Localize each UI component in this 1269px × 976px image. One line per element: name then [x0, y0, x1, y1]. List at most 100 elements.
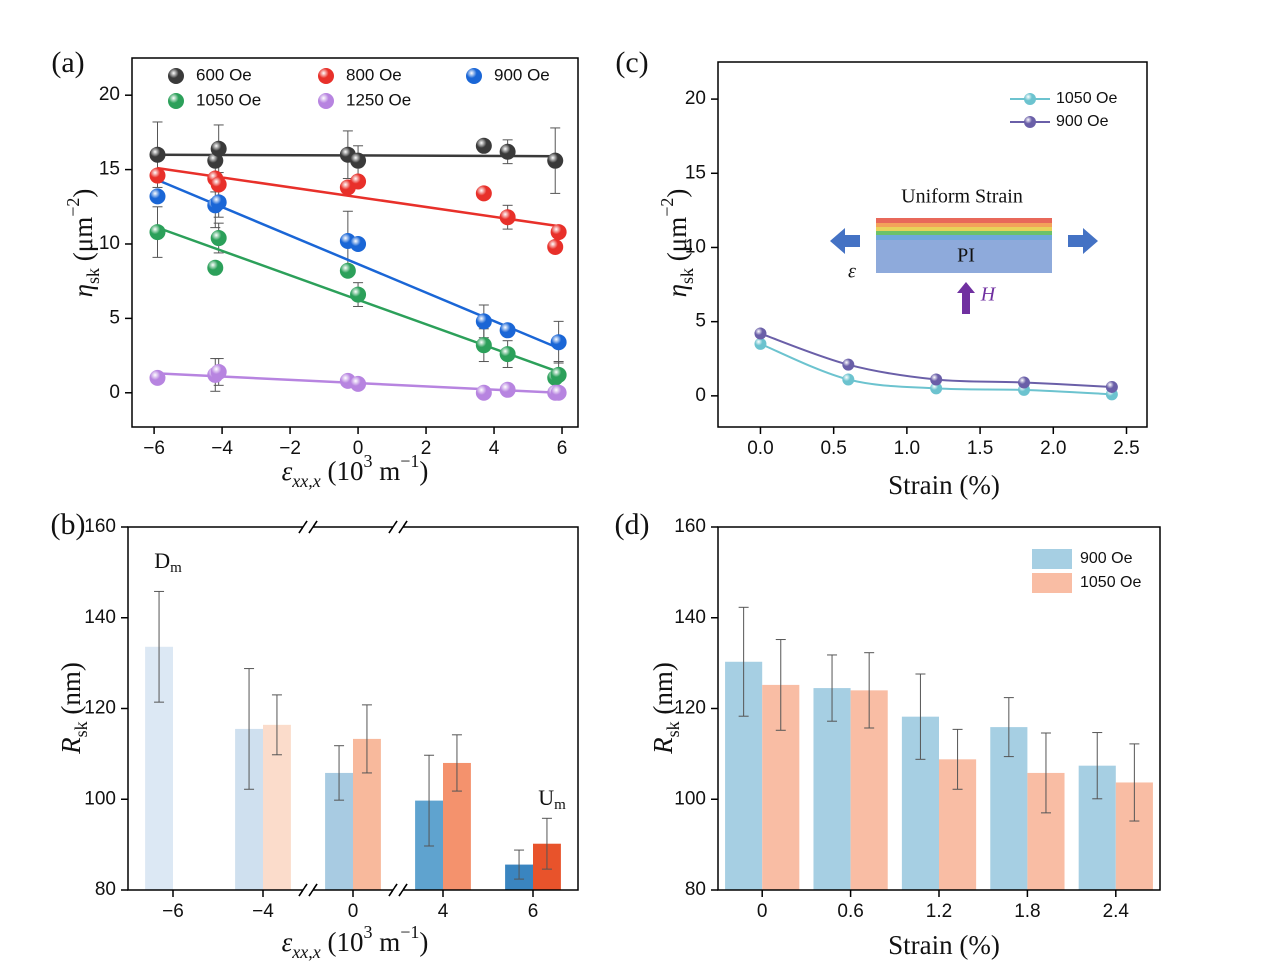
- x-tick-label: 0: [757, 901, 768, 922]
- y-tick-label: 140: [84, 607, 116, 628]
- legend-swatch: [1032, 549, 1072, 569]
- annotation-text: D: [154, 548, 170, 573]
- layer: [876, 231, 1052, 235]
- arrow-field: [957, 282, 975, 314]
- layer: [876, 235, 1052, 240]
- point: [475, 185, 492, 202]
- x-tick-label: 0: [348, 901, 359, 922]
- axis-break: [388, 883, 398, 897]
- x-tick-label: 0.0: [747, 438, 773, 459]
- y-tick-label: 15: [685, 162, 706, 183]
- strain-inset: Uniform Strain PI ε H: [830, 186, 1098, 314]
- x-tick-label: 0: [353, 438, 364, 459]
- y-tick-label: 5: [695, 311, 706, 332]
- point: [754, 337, 767, 350]
- axes-frame: [131, 57, 579, 428]
- x-tick-label: −6: [162, 901, 184, 922]
- point: [475, 337, 492, 354]
- annotation: Um: [538, 785, 566, 813]
- bar: [813, 688, 851, 890]
- point: [499, 381, 516, 398]
- label-part: (10: [321, 927, 364, 957]
- point: [547, 238, 564, 255]
- annotation-sub: m: [170, 560, 182, 576]
- legend-marker: [168, 93, 184, 109]
- layer: [876, 218, 1052, 223]
- axes-frame: [717, 526, 1161, 891]
- y-axis-label: ηsk (μm−2): [63, 189, 103, 298]
- axis-break-gap: [393, 887, 403, 893]
- y-tick-label: 10: [99, 233, 120, 254]
- point: [350, 152, 367, 169]
- legend-swatch: [1032, 573, 1072, 593]
- point: [499, 346, 516, 363]
- point: [930, 382, 943, 395]
- point: [499, 322, 516, 339]
- label-part: (μm: [662, 217, 692, 268]
- label-part: R: [648, 737, 678, 755]
- label-part: 3: [363, 451, 372, 471]
- axes-frame: [717, 61, 1148, 428]
- layer: [876, 223, 1052, 227]
- point: [350, 235, 367, 252]
- x-tick-label: 6: [528, 901, 539, 922]
- label-part: (nm): [648, 662, 678, 721]
- x-tick-label: 1.2: [926, 901, 952, 922]
- annotation-text: U: [538, 785, 554, 810]
- label-part: (10: [321, 456, 364, 486]
- x-tick-label: −2: [279, 438, 301, 459]
- arrow-left: [830, 228, 860, 254]
- legend-label: 1050 Oe: [1056, 90, 1117, 107]
- y-tick-label: 80: [685, 879, 706, 900]
- label-part: sk: [71, 721, 91, 737]
- label-part: sk: [83, 268, 103, 284]
- x-tick-label: 6: [557, 438, 568, 459]
- x-tick-label: −4: [211, 438, 233, 459]
- label-part: −1: [400, 922, 419, 942]
- label-part: ): [68, 189, 98, 198]
- y-tick-label: 80: [95, 879, 116, 900]
- point: [149, 146, 166, 163]
- y-tick-label: 100: [84, 788, 116, 809]
- y-tick-label: 0: [109, 382, 120, 403]
- legend-label: 600 Oe: [196, 65, 252, 84]
- x-axis-label: εxx,x (103 m−1): [282, 451, 429, 491]
- axis-break-gap: [393, 524, 403, 530]
- y-tick-label: 100: [674, 788, 706, 809]
- point: [475, 137, 492, 154]
- x-tick-label: 2.5: [1113, 438, 1139, 459]
- point: [930, 373, 943, 386]
- point: [210, 176, 227, 193]
- point: [1018, 376, 1031, 389]
- point: [350, 375, 367, 392]
- axis-break-gap: [303, 524, 313, 530]
- axis-break: [308, 883, 318, 897]
- y-tick-label: 20: [99, 84, 120, 105]
- point: [339, 262, 356, 279]
- y-axis-label: Rsk (nm): [648, 662, 683, 755]
- y-axis-label: Rsk (nm): [56, 662, 91, 755]
- label-part: (nm): [56, 662, 86, 721]
- annotation-sub: m: [554, 797, 566, 813]
- legend-marker: [466, 68, 482, 84]
- point: [550, 366, 567, 383]
- axis-break: [398, 883, 408, 897]
- y-axis-label: ηsk (μm−2): [657, 189, 697, 298]
- x-tick-label: 0.6: [837, 901, 863, 922]
- point: [475, 384, 492, 401]
- label-part: −2: [657, 198, 677, 217]
- layer: [876, 227, 1052, 231]
- x-tick-label: 0.5: [820, 438, 846, 459]
- point: [499, 209, 516, 226]
- point: [350, 173, 367, 190]
- fit-line: [157, 166, 559, 228]
- legend-marker: [168, 68, 184, 84]
- x-tick-label: 1.0: [894, 438, 920, 459]
- point: [210, 363, 227, 380]
- point: [550, 334, 567, 351]
- label-part: −2: [63, 198, 83, 217]
- point: [210, 140, 227, 157]
- inset-strain: ε: [848, 261, 856, 283]
- axis-break-gap: [303, 887, 313, 893]
